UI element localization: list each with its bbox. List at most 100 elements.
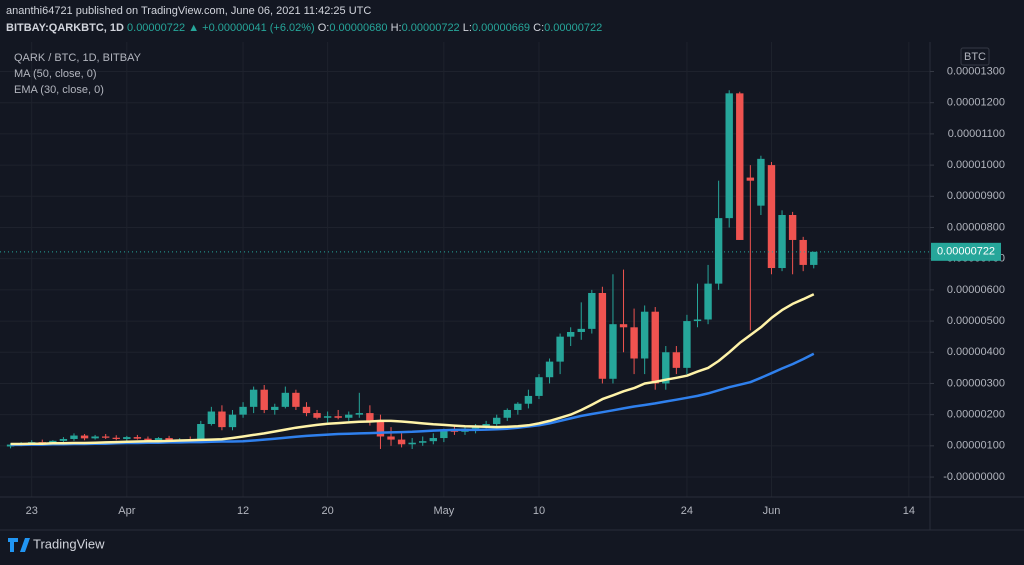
candle-body — [419, 441, 427, 443]
y-tick-label: 0.00000900 — [947, 190, 1005, 202]
candle-body — [566, 331, 575, 337]
candle-body — [429, 438, 437, 442]
last: 0.00000722 — [127, 22, 185, 34]
y-tick-label: 0.00001100 — [948, 128, 1005, 140]
legend-entry: EMA (30, close, 0) — [14, 84, 104, 96]
candle-body — [767, 165, 776, 269]
candle-body — [736, 93, 744, 240]
candle-body — [376, 420, 385, 437]
footer-brand: TradingView — [33, 536, 105, 551]
candle-body — [228, 414, 237, 428]
y-tick-label: 0.00000500 — [947, 315, 1005, 327]
candle-body — [514, 403, 522, 410]
candle-body — [345, 414, 353, 418]
candle-body — [471, 427, 480, 429]
last-price-label: 0.00000722 — [937, 246, 995, 258]
legend-entry: MA (50, close, 0) — [14, 68, 97, 80]
candle-body — [207, 411, 216, 425]
unit-label: BTC — [964, 51, 986, 63]
candle-body — [524, 395, 533, 404]
candle-body — [218, 411, 226, 428]
grid — [0, 42, 930, 497]
candle-body — [619, 324, 628, 328]
candle-body — [239, 406, 247, 415]
x-tick-label: 12 — [237, 505, 249, 517]
indicator-line — [10, 293, 815, 446]
plot — [6, 90, 818, 449]
candle-body — [535, 377, 543, 396]
candle-body — [757, 158, 765, 206]
candle-body — [154, 438, 163, 441]
candle-body — [281, 392, 290, 407]
x-tick-label: 20 — [321, 505, 333, 517]
y-tick-label: 0.00000100 — [947, 440, 1005, 452]
candle-body — [746, 177, 755, 181]
candle-body — [440, 430, 448, 439]
o-value: 0.00000680 — [329, 22, 387, 34]
candle-body — [80, 435, 89, 439]
x-tick-label: 24 — [681, 505, 693, 517]
y-tick-label: 0.00000400 — [947, 346, 1005, 358]
candle-body — [778, 215, 786, 269]
candle-body — [249, 389, 258, 407]
candle-body — [397, 439, 406, 445]
candle-body — [260, 389, 268, 410]
candle-body — [788, 215, 797, 240]
x-tick-label: 14 — [903, 505, 915, 517]
h-label: H: — [391, 22, 402, 34]
candle-body — [133, 437, 142, 439]
y-tick-label: 0.00001000 — [947, 159, 1005, 171]
candle-body — [588, 292, 596, 329]
candle-body — [123, 437, 131, 439]
candle-body — [672, 352, 681, 368]
candle-body — [323, 416, 332, 418]
x-tick-label: 10 — [533, 505, 545, 517]
x-tick-label: Apr — [118, 505, 135, 517]
candle-body — [408, 442, 416, 445]
candle-body — [355, 413, 364, 415]
candle-body — [651, 311, 659, 384]
candle-body — [70, 435, 78, 439]
c-value: 0.00000722 — [544, 22, 602, 34]
candle-body — [366, 413, 374, 421]
x-tick-label: May — [433, 505, 454, 517]
candle-body — [59, 438, 68, 441]
l-label: L: — [463, 22, 472, 34]
candle-body — [302, 406, 311, 414]
candle-body — [112, 437, 120, 439]
l-value: 0.00000669 — [472, 22, 530, 34]
y-tick-label: 0.00001200 — [947, 97, 1005, 109]
published-line: ananthi64721 published on TradingView.co… — [6, 5, 371, 17]
candle-body — [292, 392, 300, 407]
candle-body — [334, 416, 342, 418]
candle-body — [799, 239, 807, 265]
candle-body — [609, 324, 617, 379]
y-tick-label: 0.00001300 — [947, 65, 1005, 77]
candle-body — [313, 413, 321, 418]
x-tick-label: Jun — [763, 505, 781, 517]
candle-body — [271, 406, 279, 410]
logo — [8, 538, 30, 552]
c-label: C: — [533, 22, 544, 34]
symbol-line: BITBAY:QARKBTC, 1D 0.00000722 ▲ +0.00000… — [6, 22, 602, 34]
y-tick-label: 0.00000800 — [947, 221, 1005, 233]
candle-body — [693, 319, 702, 322]
candle-body — [503, 409, 511, 418]
y-tick-label: 0.00000300 — [947, 377, 1005, 389]
candle-body — [704, 283, 712, 320]
symbol: BITBAY:QARKBTC, 1D — [6, 22, 124, 34]
change: ▲ +0.00000041 (+6.02%) — [188, 22, 314, 34]
unit-box — [960, 47, 990, 66]
o-label: O: — [318, 22, 330, 34]
candle-body — [662, 352, 670, 384]
last-price-box — [931, 242, 1001, 261]
x-tick-label: 23 — [26, 505, 38, 517]
y-tick-label: 0.00000200 — [947, 409, 1005, 421]
candle-body — [144, 438, 152, 441]
candle-body — [493, 417, 501, 425]
candle-body — [6, 444, 15, 447]
candle-body — [545, 361, 554, 378]
candle-body — [810, 251, 818, 265]
